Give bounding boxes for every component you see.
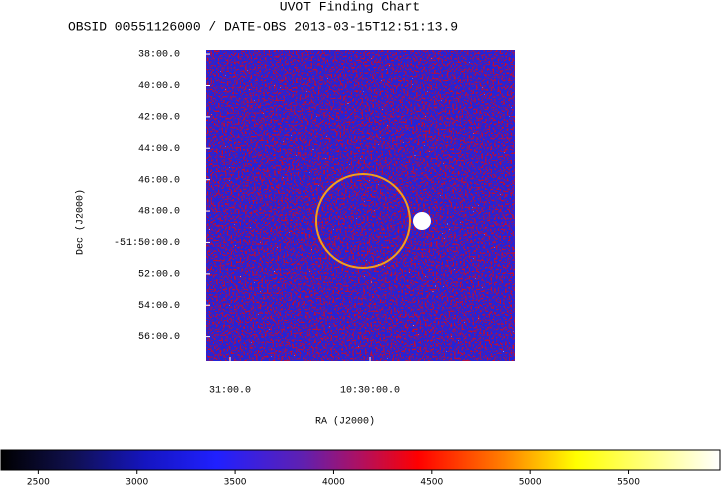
colorbar	[0, 449, 721, 471]
chart-subtitle: OBSID 00551126000 / DATE-OBS 2013-03-15T…	[68, 19, 458, 34]
y-axis-label: Dec (J2000)	[75, 189, 87, 255]
colorbar-tick-label: 3000	[125, 478, 148, 488]
x-axis-label: RA (J2000)	[315, 416, 375, 428]
image-noise	[206, 50, 515, 361]
colorbar-tick-label: 3500	[224, 478, 247, 488]
y-tick-label: 54:00.0	[138, 301, 180, 312]
y-tick-label: 38:00.0	[138, 50, 180, 61]
colorbar-tick-label: 5500	[617, 478, 640, 488]
x-tick-label: 10:30:00.0	[340, 386, 400, 397]
y-tick-label: 40:00.0	[138, 81, 180, 92]
y-tick-label: -51:50:00.0	[114, 238, 180, 249]
error-circle	[315, 173, 411, 269]
chart-title: UVOT Finding Chart	[280, 0, 420, 14]
y-tick-label: 48:00.0	[138, 207, 180, 218]
y-tick-label: 56:00.0	[138, 332, 180, 343]
bright-star	[413, 212, 431, 230]
colorbar-tick-label: 4500	[420, 478, 443, 488]
colorbar-tick-label: 2500	[27, 478, 50, 488]
colorbar-tick-label: 4000	[322, 478, 345, 488]
x-tick-label: 31:00.0	[209, 386, 251, 397]
y-tick-label: 52:00.0	[138, 270, 180, 281]
y-tick-label: 44:00.0	[138, 144, 180, 155]
y-tick-label: 42:00.0	[138, 113, 180, 124]
colorbar-tick-label: 5000	[519, 478, 542, 488]
y-tick-label: 46:00.0	[138, 175, 180, 186]
